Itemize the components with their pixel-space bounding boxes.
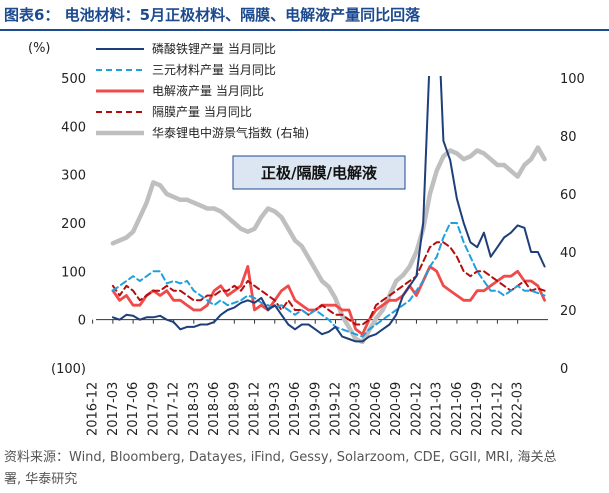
legend-label: 隔膜产量 当月同比 [152,105,252,119]
x-tick-label: 2021-03 [430,382,445,436]
legend-label: 三元材料产量 当月同比 [152,63,276,77]
right-tick-label: 60 [560,188,577,203]
series-line [111,241,546,326]
legend-label: 华泰锂电中游景气指数 (右轴) [152,125,309,140]
x-tick-label: 2017-12 [167,382,182,436]
x-tick-label: 2017-06 [126,382,141,436]
right-tick-label: 40 [560,246,577,261]
x-tick-label: 2021-06 [450,382,465,436]
title-divider [0,29,609,31]
x-tick-label: 2019-09 [308,382,323,436]
x-tick-label: 2021-09 [470,382,485,436]
left-tick-label: 500 [61,72,86,87]
source-note: 资料来源：Wind, Bloomberg, Datayes, iFind, Ge… [4,450,557,487]
right-tick-label: 20 [560,304,577,319]
x-tick-label: 2019-12 [328,382,343,436]
legend-label: 电解液产量 当月同比 [152,83,264,98]
chart-title: 图表6： 电池材料：5月正极材料、隔膜、电解液产量同比回落 [4,6,421,24]
x-tick-label: 2018-12 [248,382,263,436]
left-tick-label: 200 [61,217,86,232]
x-tick-label: 2018-06 [207,382,222,436]
axes: (100) 0 100 200 300 400 500 0 20 40 60 80 100 2016-12… [51,72,585,436]
right-tick-label: 0 [560,362,568,377]
series-lines [110,76,547,345]
left-axis-unit: (%) [28,41,51,56]
left-tick-label: 0 [78,314,86,329]
series-line [111,76,546,343]
x-tick-label: 2017-09 [146,382,161,436]
series-line [111,222,546,338]
x-tick-label: 2020-06 [369,382,384,436]
x-tick-label: 2020-09 [389,382,404,436]
series-line [111,265,546,336]
annotation-box-bg [232,155,406,190]
chart-plot: (%) (100) 0 100 200 300 400 500 0 20 40 60 80 100 201… [28,41,585,436]
x-tick-label: 2017-03 [106,382,121,436]
x-tick-label: 2022-03 [511,382,526,436]
annotation-text: 正极/隔膜/电解液 [261,164,378,182]
legend-label: 磷酸铁锂产量 当月同比 [152,41,276,56]
x-tick-label: 2018-03 [187,382,202,436]
x-tick-label: 2019-03 [268,382,283,436]
right-tick-label: 80 [560,130,577,145]
x-tick-label: 2016-12 [86,382,101,436]
right-tick-label: 100 [560,72,585,87]
left-tick-label: 300 [61,169,86,184]
annotation-box: 正极/隔膜/电解液 [232,155,406,190]
left-tick-label: 100 [61,265,86,280]
left-tick-label: 400 [61,120,86,135]
x-tick-label: 2020-03 [349,382,364,436]
series-line [110,145,547,345]
left-tick-label: (100) [51,362,86,377]
x-tick-label: 2019-06 [288,382,303,436]
x-tick-label: 2018-09 [227,382,242,436]
x-tick-label: 2021-12 [490,382,505,436]
x-tick-label: 2020-12 [409,382,424,436]
